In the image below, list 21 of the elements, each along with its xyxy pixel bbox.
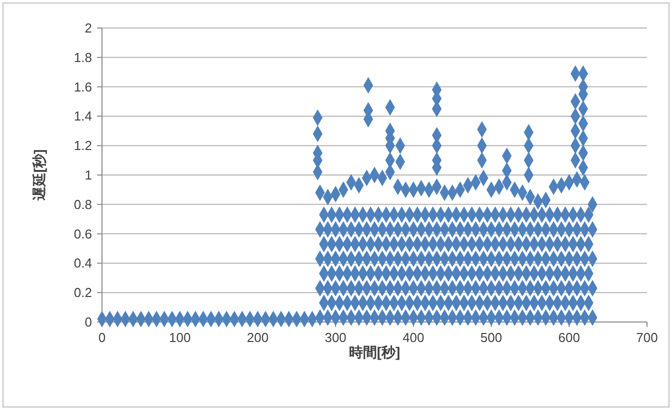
x-tick-label: 200 bbox=[246, 330, 269, 345]
x-tick-label: 300 bbox=[324, 330, 346, 345]
x-tick-label: 100 bbox=[169, 330, 191, 345]
y-tick-label: 2 bbox=[84, 20, 92, 36]
y-tick-label: 0.4 bbox=[74, 256, 92, 271]
x-tick-label: 600 bbox=[558, 330, 580, 345]
x-tick-label: 0 bbox=[98, 330, 106, 345]
y-tick-label: 1.6 bbox=[74, 79, 92, 94]
y-tick-label: 1.2 bbox=[74, 138, 92, 154]
y-tick-label: 1.4 bbox=[74, 108, 92, 124]
x-axis-title: 時間[秒] bbox=[348, 344, 400, 360]
x-tick-label: 400 bbox=[402, 330, 424, 345]
y-tick-label: 0.8 bbox=[74, 196, 92, 212]
x-tick-label: 500 bbox=[480, 330, 502, 345]
x-tick-label: 700 bbox=[636, 330, 658, 345]
y-tick-label: 1 bbox=[84, 168, 92, 182]
y-axis-title: 遅延[秒] bbox=[31, 149, 47, 202]
y-tick-label: 0.6 bbox=[74, 226, 92, 242]
y-tick-label: 1.8 bbox=[74, 50, 92, 65]
y-tick-label: 0 bbox=[84, 314, 92, 330]
y-tick-label: 0.2 bbox=[74, 285, 92, 300]
